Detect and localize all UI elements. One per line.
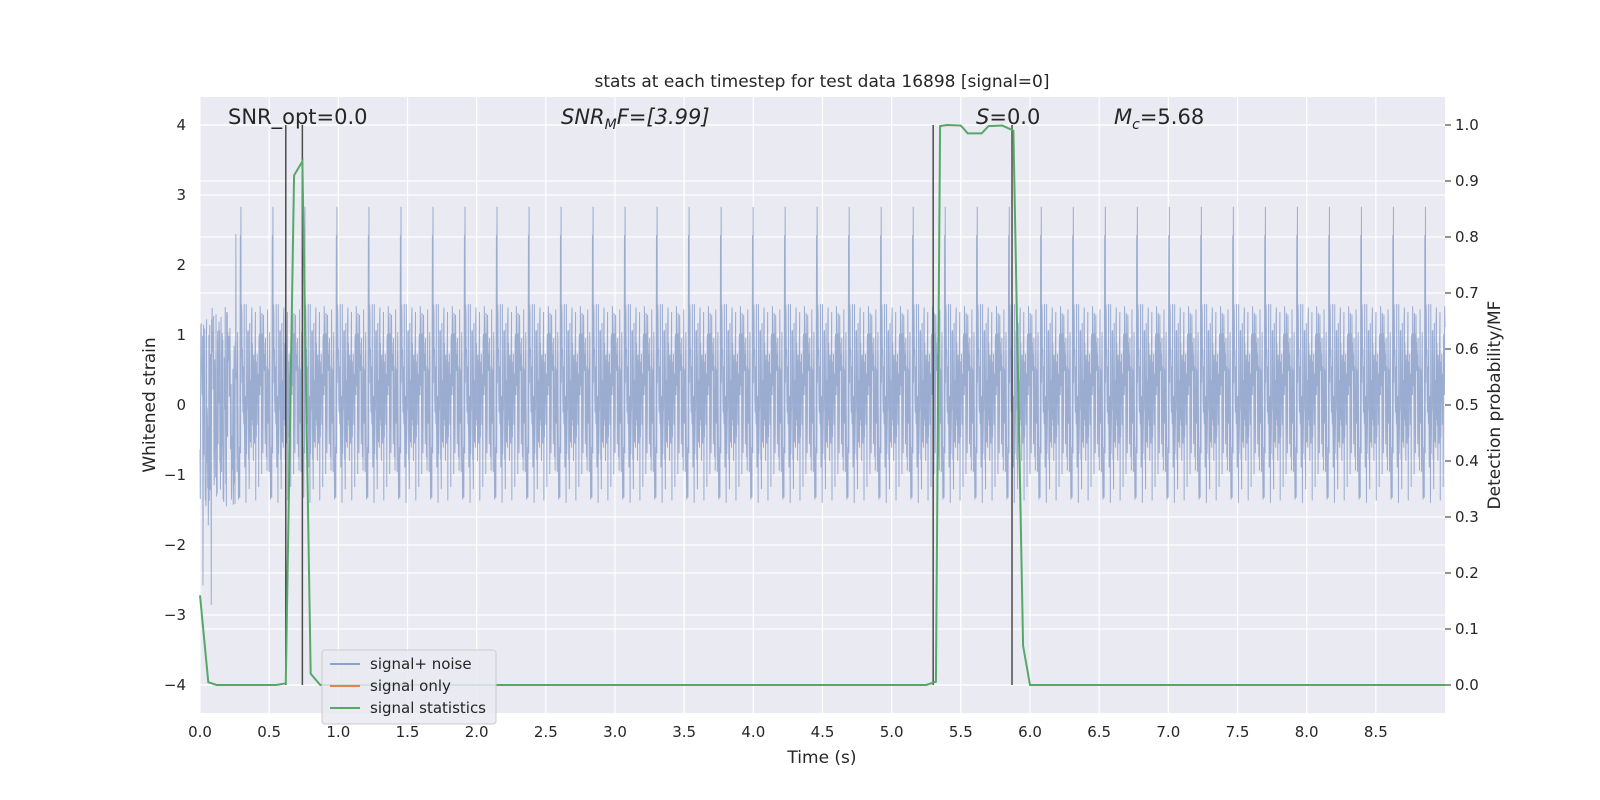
x-tick-label: 6.0 [1018, 723, 1042, 741]
legend-box [321, 649, 497, 725]
y-tick-label: −4 [164, 676, 186, 694]
svg-text:SNRMF=[3.99]: SNRMF=[3.99] [561, 105, 710, 133]
x-axis-label: Time (s) [786, 748, 856, 768]
annotation-mc: Mc=5.68 [1114, 105, 1204, 133]
y-right-tick-label: 0.6 [1455, 340, 1479, 358]
y-tick-label: −2 [164, 536, 186, 554]
x-tick-label: 2.5 [534, 723, 558, 741]
y-right-tick-label: 0.1 [1455, 620, 1479, 638]
y-tick-label: 1 [176, 326, 186, 344]
y-right-tick-label: 0.0 [1455, 676, 1479, 694]
y-tick-label: 2 [176, 256, 186, 274]
x-tick-label: 5.0 [880, 723, 904, 741]
x-tick-label: 8.0 [1295, 723, 1319, 741]
y-tick-label: 0 [176, 396, 186, 414]
y-right-tick-label: 0.8 [1455, 228, 1479, 246]
x-tick-label: 8.5 [1364, 723, 1388, 741]
legend-label-signal-only: signal only [370, 677, 451, 695]
x-tick-label: 1.0 [326, 723, 350, 741]
y-tick-label: −1 [164, 466, 186, 484]
x-tick-label: 3.5 [672, 723, 696, 741]
y-axis-label: Whitened strain [140, 337, 160, 472]
x-tick-label: 7.0 [1156, 723, 1180, 741]
y-right-tick-label: 0.4 [1455, 452, 1479, 470]
annotation-snr-mf: SNRMF=[3.99] [561, 105, 710, 133]
signal-noise-line [199, 206, 1446, 605]
annotation-s: S=0.0 [976, 105, 1040, 129]
signal-statistics-series [199, 123, 1445, 686]
chart-title: stats at each timestep for test data 168… [595, 72, 1050, 92]
x-tick-label: 0.0 [188, 723, 212, 741]
signal-statistics-line [199, 123, 1445, 686]
y-right-tick-label: 0.5 [1455, 396, 1479, 414]
y-tick-label: 3 [176, 186, 186, 204]
x-tick-label: 1.5 [396, 723, 420, 741]
y-right-tick-label: 0.7 [1455, 284, 1479, 302]
x-tick-label: 4.0 [741, 723, 765, 741]
y-right-tick-label: 0.3 [1455, 508, 1479, 526]
y-right-tick-label: 0.2 [1455, 564, 1479, 582]
x-tick-label: 3.0 [603, 723, 627, 741]
y-right-tick-label: 0.9 [1455, 172, 1479, 190]
svg-text:Mc=5.68: Mc=5.68 [1114, 105, 1204, 133]
signal-noise-series [199, 206, 1446, 605]
x-tick-label: 0.5 [257, 723, 281, 741]
x-tick-label: 6.5 [1087, 723, 1111, 741]
y-right-axis-ticks: 1.0 0.9 0.8 0.7 0.6 0.5 0.4 0.3 0.2 0.1 0.0 [1445, 116, 1479, 694]
legend: signal+ noise signal only signal statist… [321, 649, 497, 725]
y-tick-label: 4 [176, 116, 186, 134]
x-tick-label: 2.0 [465, 723, 489, 741]
y-right-axis-label: Detection probability/MF [1485, 301, 1505, 510]
y-right-tick-label: 1.0 [1455, 116, 1479, 134]
y-tick-label: −3 [164, 606, 186, 624]
x-tick-label: 7.5 [1226, 723, 1250, 741]
x-axis-ticks: 0.0 0.5 1.0 1.5 2.0 2.5 3.0 3.5 4.0 4.5 5.0 5.5 6.0 6… [188, 723, 1388, 741]
x-tick-label: 4.5 [811, 723, 835, 741]
annotation-snr-opt: SNR_opt=0.0 [228, 105, 368, 130]
x-tick-label: 5.5 [949, 723, 973, 741]
legend-label-signal-statistics: signal statistics [370, 699, 486, 717]
y-axis-ticks: 4 3 2 1 0 −1 −2 −3 −4 [164, 116, 186, 694]
svg-text:S=0.0: S=0.0 [976, 105, 1040, 129]
svg-text:SNR_opt=0.0: SNR_opt=0.0 [228, 105, 368, 130]
legend-label-signal-noise: signal+ noise [370, 655, 472, 673]
